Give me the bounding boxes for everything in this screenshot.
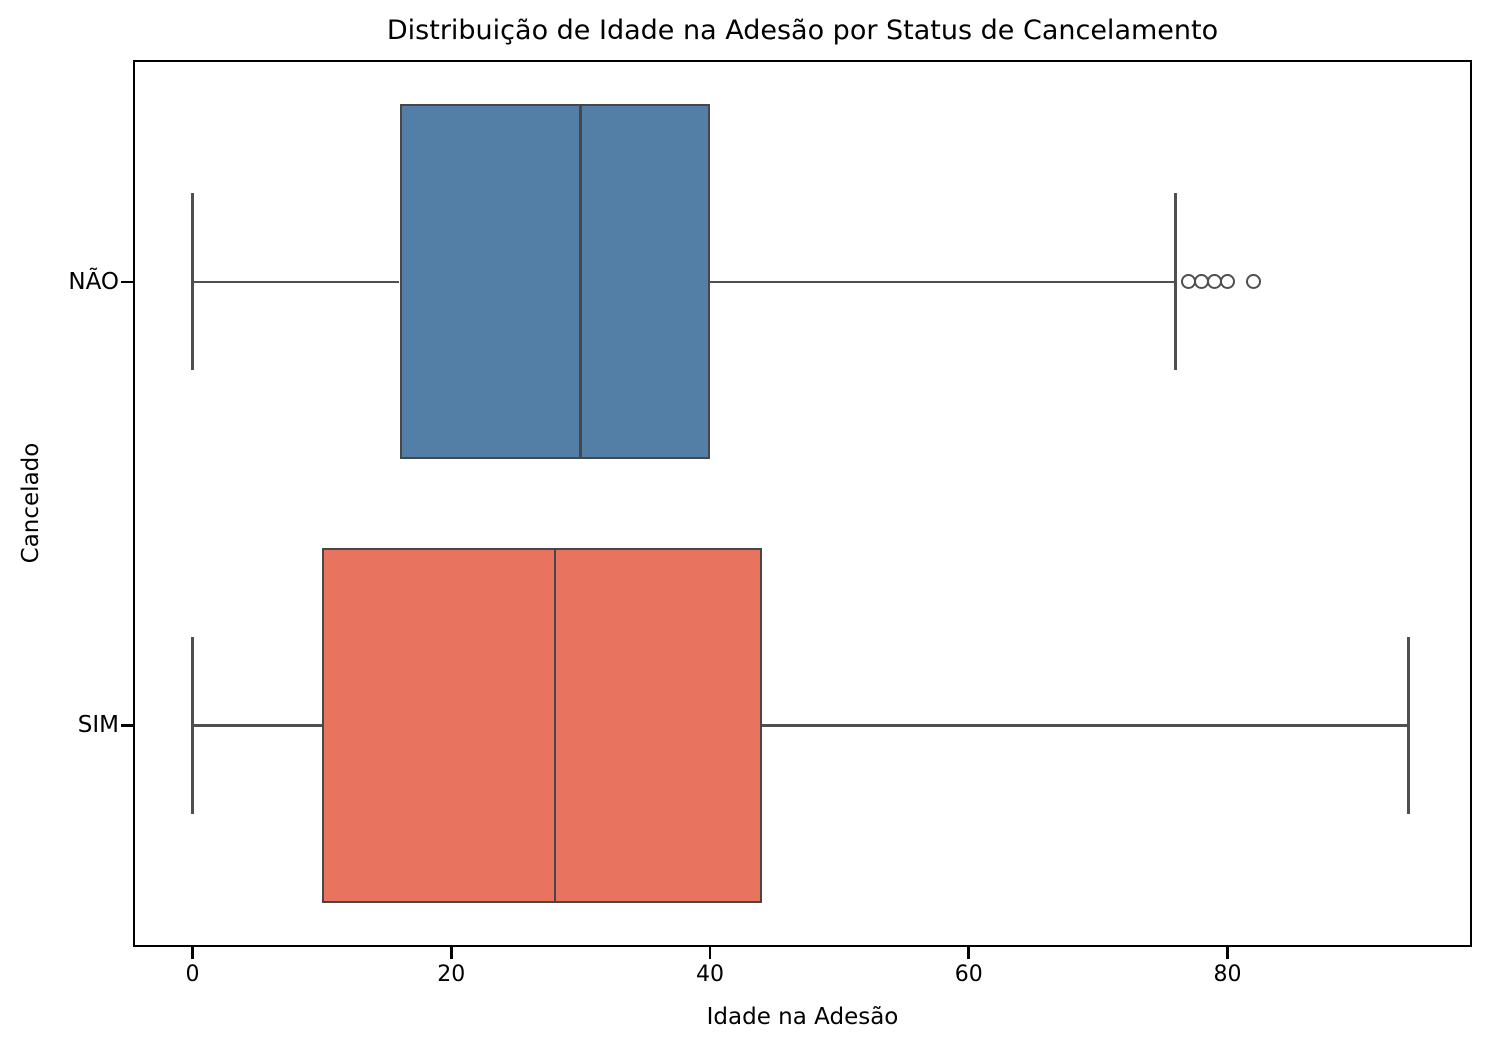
median-line (579, 104, 582, 460)
whisker-line-high (761, 724, 1409, 727)
x-tick-mark (967, 947, 970, 959)
x-tick-mark (1226, 947, 1229, 959)
box (399, 104, 710, 460)
outlier-point (1219, 274, 1235, 290)
x-tick-label: 60 (954, 962, 983, 987)
x-axis-label: Idade na Adesão (706, 1004, 899, 1030)
y-tick-mark (121, 724, 133, 727)
whisker-cap-low (191, 636, 194, 814)
whisker-line-high (709, 280, 1176, 283)
whisker-cap-high (1407, 636, 1410, 814)
y-tick-label: SIM (77, 712, 119, 739)
plot-area (133, 60, 1472, 947)
y-axis-label: Cancelado (18, 442, 44, 564)
y-tick-label: NÃO (68, 268, 119, 295)
median-line (553, 547, 556, 903)
plot-frame (133, 60, 1472, 947)
x-tick-label: 40 (695, 962, 724, 987)
box (321, 547, 762, 903)
x-tick-mark (450, 947, 453, 959)
whisker-line-low (192, 280, 400, 283)
x-tick-mark (191, 947, 194, 959)
whisker-cap-low (191, 193, 194, 371)
y-tick-mark (121, 280, 133, 283)
whisker-cap-high (1174, 193, 1177, 371)
x-tick-mark (708, 947, 712, 959)
whisker-line-low (192, 724, 322, 727)
x-tick-label: 0 (185, 962, 200, 987)
chart-title: Distribuição de Idade na Adesão por Stat… (386, 15, 1219, 46)
x-tick-label: 20 (437, 962, 466, 987)
outlier-point (1245, 274, 1261, 290)
x-tick-label: 80 (1213, 962, 1242, 987)
